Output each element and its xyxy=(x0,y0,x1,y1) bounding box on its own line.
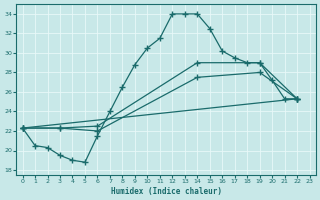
X-axis label: Humidex (Indice chaleur): Humidex (Indice chaleur) xyxy=(111,187,221,196)
